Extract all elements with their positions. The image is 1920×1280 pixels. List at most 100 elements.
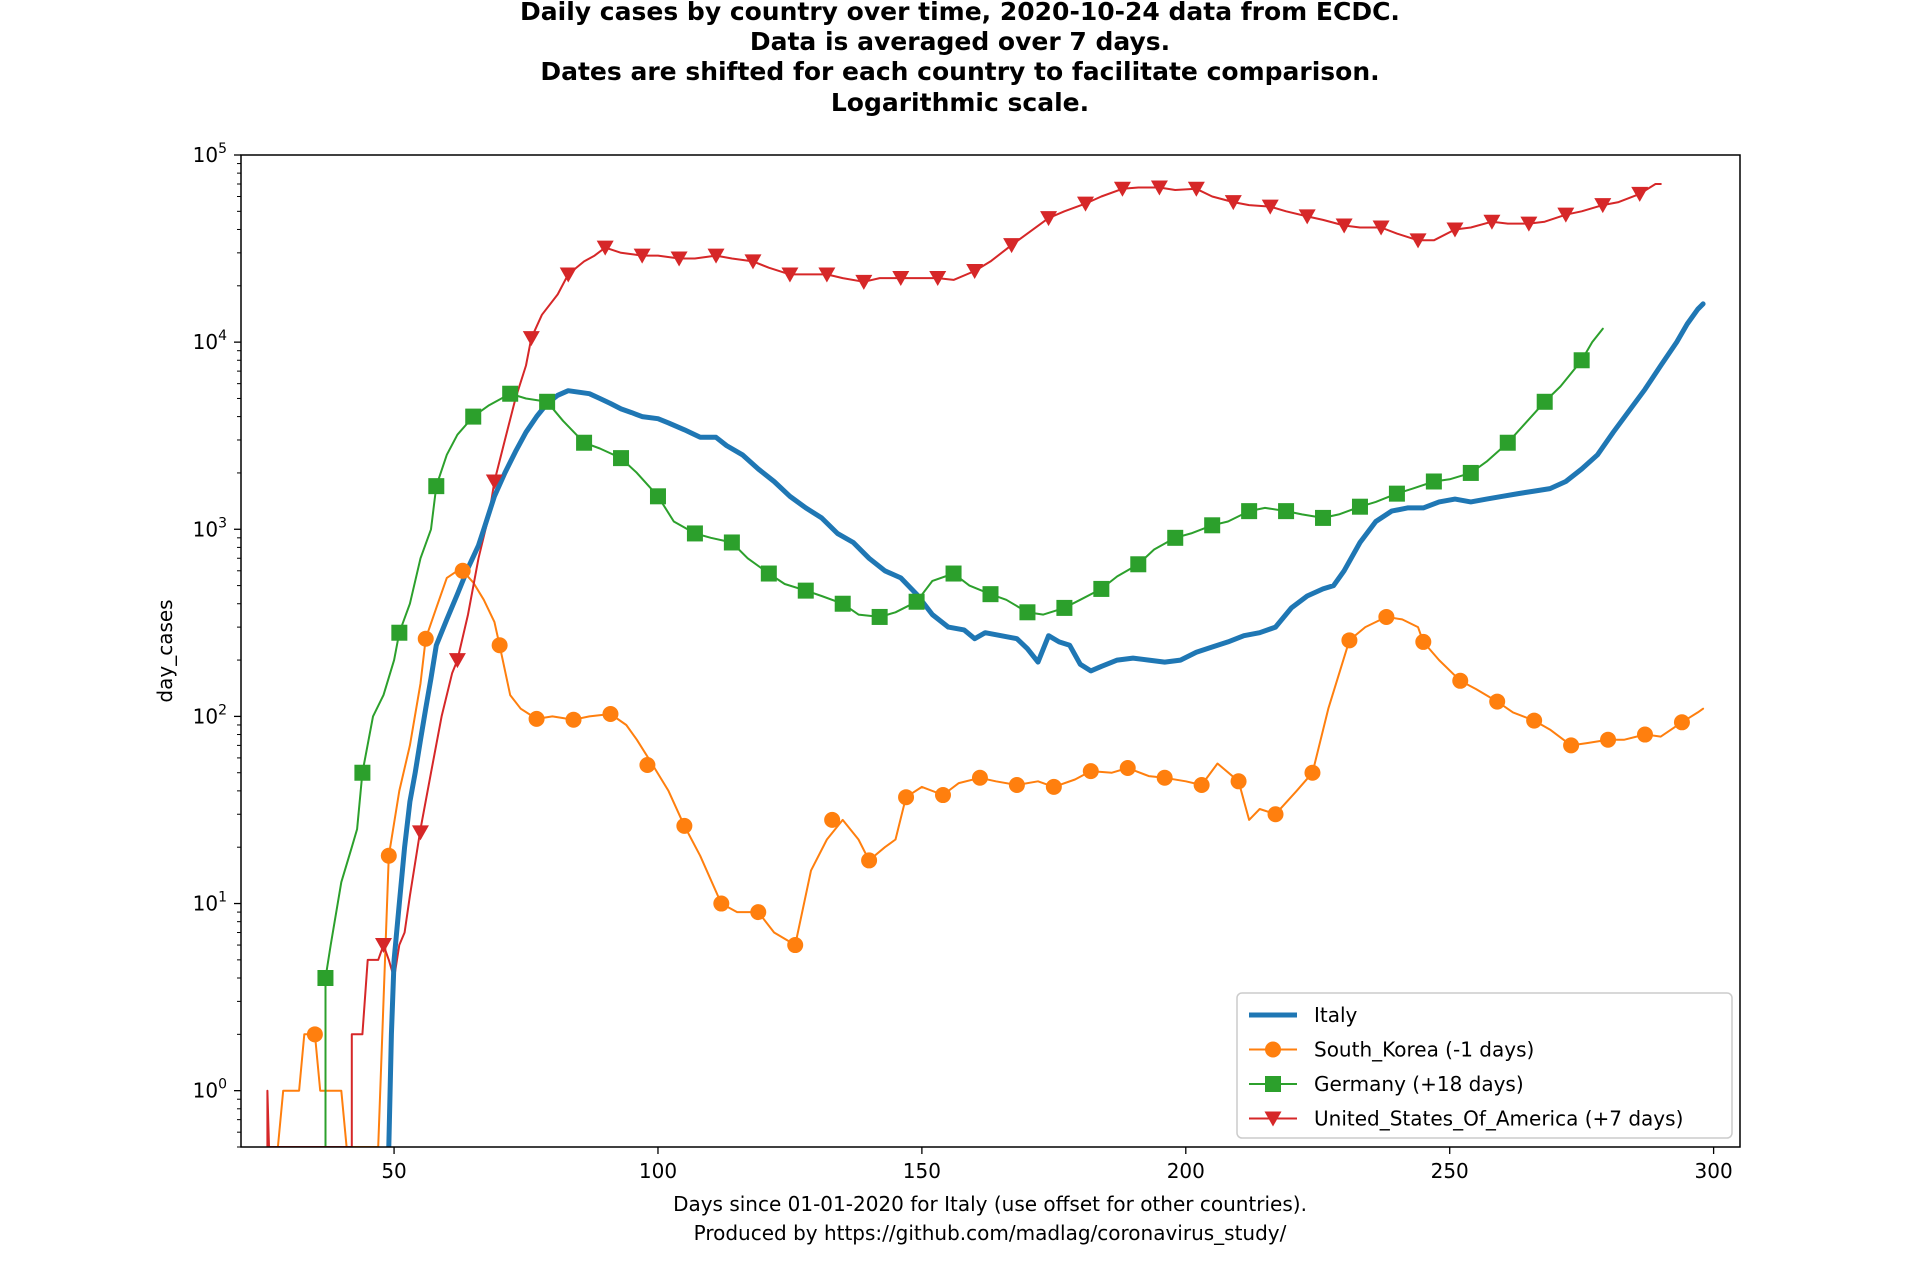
series-united-states-of-america-7-days-point	[1187, 181, 1205, 197]
series-south-korea-1-days-point	[417, 630, 434, 647]
series-south-korea-1-days-point	[1415, 633, 1432, 650]
legend: Italy South_Korea (-1 days) Germany (+18 d…	[1236, 992, 1733, 1139]
series-south-korea-1-days-point	[1193, 776, 1210, 793]
series-united-states-of-america-7-days-point	[781, 267, 799, 283]
series-united-states-of-america-7-days-point	[1557, 207, 1575, 223]
series-united-states-of-america-7-days-point	[1372, 220, 1390, 236]
series-south-korea-1-days-point	[1230, 773, 1247, 790]
series-germany-18-days-point	[1130, 556, 1147, 573]
x-tick-label: 100	[639, 1159, 677, 1183]
series-united-states-of-america-7-days-point	[670, 251, 688, 267]
series-south-korea-1-days-point	[491, 637, 508, 654]
series-south-korea-1-days-point	[934, 787, 951, 804]
series-germany-18-days-point	[760, 565, 777, 582]
y-tick-label: 101	[193, 890, 227, 916]
y-tick-label: 105	[193, 141, 227, 167]
series-germany-18-days-point	[1351, 498, 1368, 515]
series-south-korea-1-days-point	[1452, 672, 1469, 689]
series-south-korea-1-days-point	[1378, 608, 1395, 625]
series-united-states-of-america-7-days-point	[1150, 180, 1168, 196]
series-united-states-of-america-7-days-point	[892, 271, 910, 287]
series-germany-18-days-point	[1093, 580, 1110, 597]
series-south-korea-1-days-line	[276, 569, 1705, 1147]
series-south-korea-1-days-point	[861, 852, 878, 869]
y-tick-label: 104	[193, 328, 227, 354]
series-south-korea-1-days-point	[1267, 806, 1284, 823]
series-united-states-of-america-7-days-point	[522, 331, 540, 347]
legend-label: Italy	[1314, 1003, 1358, 1027]
series-south-korea-1-days-point	[1600, 731, 1617, 748]
series-united-states-of-america-7-days-point	[1483, 214, 1501, 230]
series-united-states-of-america-7-days-point	[1077, 196, 1095, 212]
series-south-korea-1-days-point	[824, 811, 841, 828]
series-united-states-of-america-7-days-point	[1594, 198, 1612, 214]
series-germany-18-days-point	[649, 488, 666, 505]
series-germany-18-days-point	[613, 450, 630, 467]
series-germany-18-days-point	[797, 582, 814, 599]
series-germany-18-days-point	[1425, 473, 1442, 490]
legend-item-italy: Italy	[1249, 1003, 1358, 1027]
series-germany-18-days-point	[1499, 434, 1516, 451]
series-south-korea-1-days-point	[1673, 714, 1690, 731]
series-united-states-of-america-7-days-point	[448, 653, 466, 669]
series-south-korea-1-days-point	[602, 705, 619, 722]
series-germany-18-days-point	[1462, 464, 1479, 481]
series-south-korea-1-days-point	[1082, 763, 1099, 780]
x-axis-label-line-1: Days since 01-01-2020 for Italy (use off…	[673, 1192, 1307, 1216]
chart-title-line-3: Dates are shifted for each country to fa…	[540, 57, 1379, 86]
series-united-states-of-america-7-days-point	[1003, 238, 1021, 254]
series-germany-18-days-point	[539, 393, 556, 410]
series-south-korea-1-days-point	[1341, 632, 1358, 649]
series-germany-18-days-point	[1573, 352, 1590, 369]
series-south-korea-1-days-point	[1526, 712, 1543, 729]
legend-label: South_Korea (-1 days)	[1314, 1038, 1534, 1062]
x-axis: 50 100 150 200 250 300	[381, 1147, 1733, 1183]
series-germany-18-days-point	[686, 525, 703, 542]
series-south-korea-1-days-point	[1045, 778, 1062, 795]
series-germany-18-days-point	[834, 595, 851, 612]
series-united-states-of-america-7-days-point	[633, 248, 651, 264]
series-united-states-of-america-7-days-point	[1446, 222, 1464, 238]
series-united-states-of-america-7-days-point	[929, 271, 947, 287]
series-south-korea-1-days-point	[750, 904, 767, 921]
legend-label: Germany (+18 days)	[1314, 1072, 1524, 1096]
legend-marker-swatch	[1265, 1041, 1281, 1058]
series-germany-18-days-point	[502, 385, 519, 402]
series-germany-18-days-point	[871, 608, 888, 625]
series-south-korea-1-days-point	[676, 817, 693, 834]
series-south-korea-1-days-point	[1563, 737, 1580, 754]
series-united-states-of-america-7-days-point	[707, 248, 725, 264]
series-germany-18-days-point	[982, 586, 999, 603]
legend-marker-swatch	[1265, 1076, 1281, 1092]
series-germany-18-days-point	[1388, 485, 1405, 502]
x-axis-label-line-2: Produced by https://github.com/madlag/co…	[694, 1221, 1287, 1245]
series-united-states-of-america-7-days-line	[266, 183, 1662, 1147]
marker-group	[306, 180, 1690, 1043]
plot-area-frame	[240, 154, 1741, 1148]
series-south-korea-1-days-point	[898, 789, 915, 806]
series-united-states-of-america-7-days-point	[855, 274, 873, 290]
series-united-states-of-america-7-days-point	[1261, 199, 1279, 215]
x-tick-label: 50	[381, 1159, 406, 1183]
series-germany-18-days-point	[1019, 604, 1036, 621]
series-south-korea-1-days-point	[787, 937, 804, 954]
series-south-korea-1-days-point	[639, 756, 656, 773]
legend-item-germany-18-days: Germany (+18 days)	[1249, 1072, 1524, 1096]
series-south-korea-1-days-point	[971, 769, 988, 786]
series-south-korea-1-days-point	[528, 710, 545, 727]
legend-item-united-states-of-america-7-days: United_States_Of_America (+7 days)	[1249, 1107, 1683, 1131]
series-united-states-of-america-7-days-point	[411, 825, 429, 841]
x-tick-label: 250	[1431, 1159, 1469, 1183]
series-south-korea-1-days-point	[454, 562, 471, 579]
series-united-states-of-america-7-days-point	[818, 267, 836, 283]
series-united-states-of-america-7-days-point	[1298, 209, 1316, 225]
series-south-korea-1-days-point	[1636, 726, 1653, 743]
series-germany-18-days-point	[1167, 529, 1184, 546]
series-united-states-of-america-7-days-point	[1040, 211, 1058, 227]
series-south-korea-1-days-point	[306, 1026, 323, 1043]
y-axis: 100 101 102 103 104 105	[193, 141, 241, 1148]
series-south-korea-1-days-point	[1304, 764, 1321, 781]
series-italy-line	[386, 301, 1706, 1147]
series-south-korea-1-days-point	[1008, 776, 1025, 793]
